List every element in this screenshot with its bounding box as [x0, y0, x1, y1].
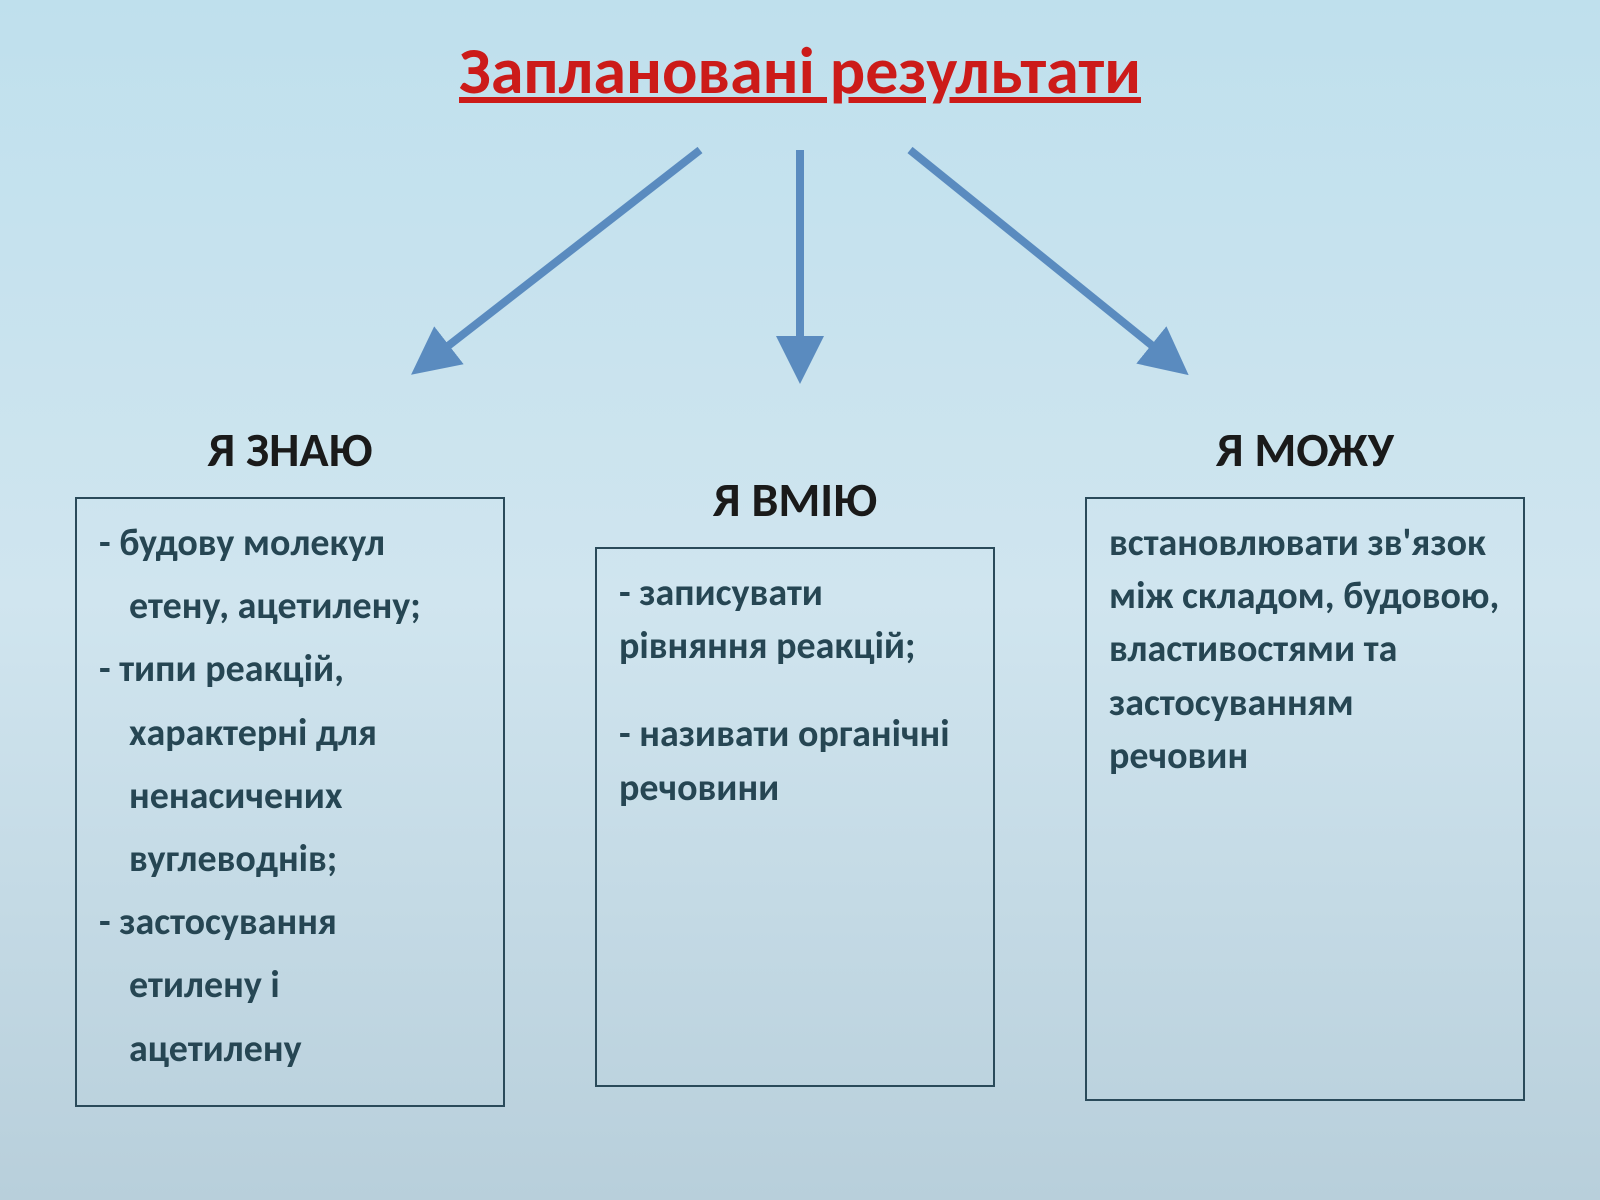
box-know: - будову молекул етену, ацетилену; - тип…: [75, 497, 505, 1107]
column-can-do: Я ВМІЮ - записувати рівняння реакцій; - …: [595, 420, 995, 1107]
box-can-do: - записувати рівняння реакцій; - називат…: [595, 547, 995, 1087]
column-know: Я ЗНАЮ - будову молекул етену, ацетилену…: [75, 420, 505, 1107]
box-know-line: етилену і: [99, 959, 481, 1012]
box-know-line: вуглеводнів;: [99, 833, 481, 886]
columns-container: Я ЗНАЮ - будову молекул етену, ацетилену…: [0, 420, 1600, 1107]
arrow-left: [430, 150, 700, 360]
box-able-line: встановлювати зв'язок між складом, будов…: [1109, 517, 1501, 783]
box-able: встановлювати зв'язок між складом, будов…: [1085, 497, 1525, 1101]
box-know-line: - застосування: [99, 896, 481, 949]
box-know-line: ненасичених: [99, 770, 481, 823]
column-able: Я МОЖУ встановлювати зв'язок між складом…: [1085, 420, 1525, 1107]
box-can-do-line: - називати органічні речовини: [619, 708, 971, 814]
box-know-line: ацетилену: [99, 1023, 481, 1076]
box-know-line: - будову молекул: [99, 517, 481, 570]
page-title: Заплановані результати: [459, 30, 1141, 111]
box-can-do-line: - записувати рівняння реакцій;: [619, 567, 971, 673]
heading-can-do: Я ВМІЮ: [713, 470, 877, 529]
box-know-line: характерні для: [99, 707, 481, 760]
heading-able: Я МОЖУ: [1216, 420, 1394, 479]
heading-know: Я ЗНАЮ: [208, 420, 373, 479]
box-know-line: етену, ацетилену;: [99, 580, 481, 633]
arrows-svg: [350, 130, 1250, 390]
arrow-right: [910, 150, 1170, 360]
box-know-line: - типи реакцій,: [99, 643, 481, 696]
arrows-diagram: [350, 130, 1250, 380]
